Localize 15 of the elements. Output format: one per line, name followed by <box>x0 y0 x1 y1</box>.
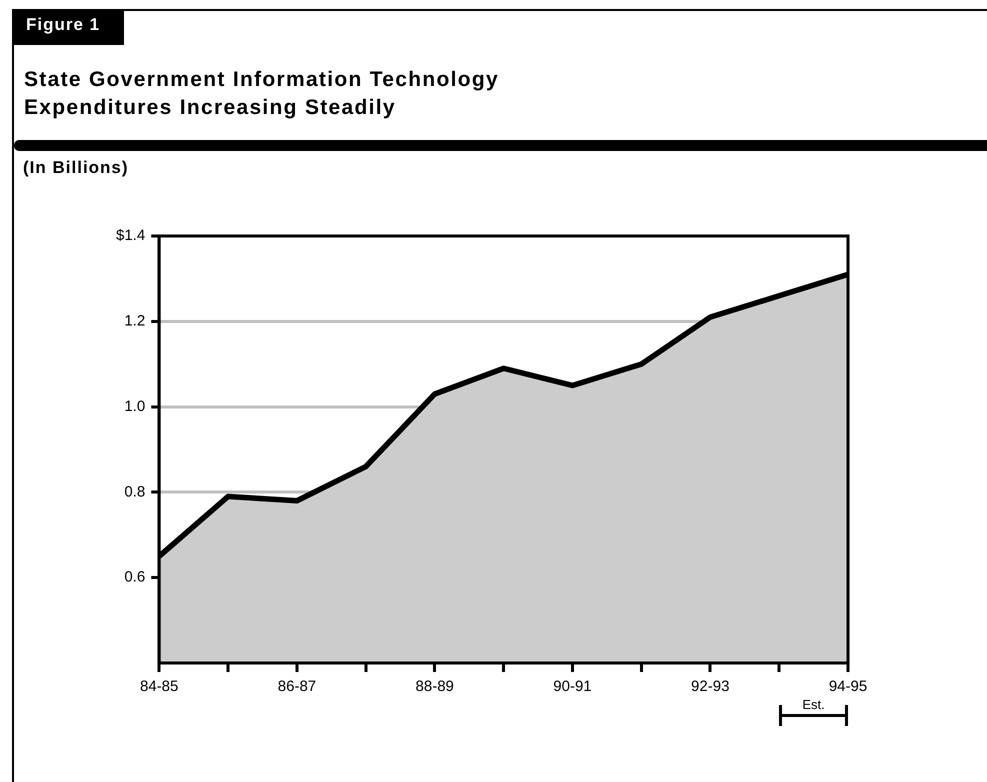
x-tick-label: 86-87 <box>278 678 316 696</box>
chart-title: State Government Information Technology Expenditures Increasing Steadily <box>24 67 500 121</box>
x-tick-label: 90-91 <box>553 678 592 696</box>
chart-subtitle: (In Billions) <box>23 158 129 178</box>
y-tick-label: 0.8 <box>124 483 146 500</box>
y-tick-label: 1.0 <box>124 398 146 415</box>
text: Est. <box>801 697 826 712</box>
y-tick-label: 1.2 <box>124 312 146 330</box>
x-tick-label: 84-85 <box>140 678 178 696</box>
x-tick-label: 88-89 <box>416 678 454 696</box>
x-tick-label: 94-95 <box>828 678 868 696</box>
y-tick-label: $1.4 <box>116 227 146 244</box>
caption: Figure 1 <box>12 9 124 45</box>
y-tick-label: 0.6 <box>124 568 146 586</box>
x-tick-label: 92-93 <box>691 678 730 696</box>
